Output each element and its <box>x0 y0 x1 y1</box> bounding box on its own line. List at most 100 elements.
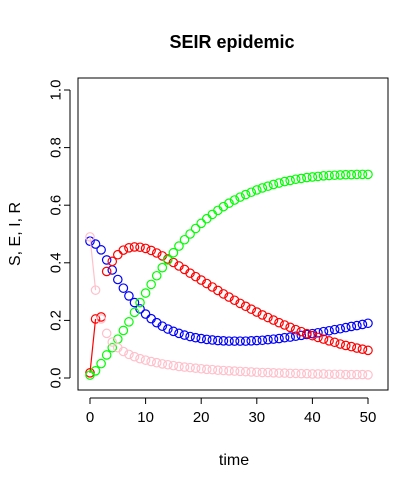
data-point <box>168 360 179 371</box>
data-point <box>335 170 345 180</box>
data-point <box>207 364 218 375</box>
data-point <box>290 368 301 379</box>
data-point <box>285 368 295 379</box>
data-point <box>240 336 251 346</box>
y-axis: 0.0 0.2 0.4 0.6 0.8 1.0 <box>48 80 71 388</box>
data-point <box>168 247 179 258</box>
data-point <box>190 223 201 234</box>
data-point <box>151 248 162 258</box>
data-point <box>124 317 134 327</box>
data-point <box>263 312 273 323</box>
data-point <box>140 355 151 365</box>
data-point <box>235 366 245 377</box>
data-point <box>146 245 156 256</box>
data-point <box>235 298 245 309</box>
data-point <box>207 335 218 345</box>
data-point <box>352 320 362 331</box>
data-point <box>135 242 145 253</box>
data-point <box>335 323 345 334</box>
series-blue <box>85 236 373 346</box>
data-point <box>257 335 268 346</box>
data-point <box>257 183 268 193</box>
data-point <box>107 337 118 347</box>
data-point <box>363 169 373 180</box>
data-point <box>346 341 357 352</box>
data-point <box>324 325 334 336</box>
data-point <box>352 369 362 380</box>
data-point <box>329 324 340 335</box>
data-point <box>101 328 112 339</box>
x-tick-label: 30 <box>248 409 265 426</box>
data-point <box>179 234 190 245</box>
data-point <box>274 178 284 188</box>
data-point <box>257 367 268 378</box>
data-point <box>113 274 123 285</box>
data-point <box>201 364 212 375</box>
data-point <box>307 172 318 182</box>
data-point <box>163 324 173 334</box>
data-point <box>101 266 112 277</box>
data-point <box>279 368 290 378</box>
data-point <box>101 255 112 265</box>
data-point <box>185 229 195 239</box>
data-point <box>285 175 295 186</box>
data-point <box>296 330 307 341</box>
data-point <box>168 326 179 337</box>
data-point <box>207 209 218 220</box>
data-point <box>346 321 357 332</box>
data-point <box>318 171 329 181</box>
data-point <box>129 307 140 318</box>
data-point <box>201 213 212 224</box>
data-point <box>324 336 334 346</box>
data-point <box>329 369 340 380</box>
data-point <box>218 289 229 299</box>
data-point <box>229 366 240 376</box>
data-point <box>318 369 329 379</box>
data-point <box>124 291 134 301</box>
data-point <box>296 368 307 379</box>
data-point <box>313 327 323 338</box>
data-point <box>318 334 329 344</box>
data-point <box>140 309 151 319</box>
data-point <box>179 330 190 340</box>
data-point <box>363 370 373 380</box>
x-tick-label: 20 <box>193 409 210 426</box>
y-axis-label: S, E, I, R <box>7 202 24 266</box>
data-point <box>340 369 351 380</box>
data-point <box>224 336 234 346</box>
data-point <box>246 367 257 377</box>
x-axis: 0 10 20 30 40 50 <box>86 397 376 426</box>
data-point <box>146 313 156 324</box>
data-point <box>201 334 212 345</box>
data-point <box>196 363 206 374</box>
x-tick-label: 40 <box>304 409 321 426</box>
data-point <box>96 358 106 369</box>
data-point <box>246 304 257 314</box>
y-tick-label: 0.4 <box>48 252 65 273</box>
data-point <box>313 332 323 343</box>
data-point <box>224 292 234 302</box>
data-point <box>113 249 123 260</box>
data-point <box>224 198 234 208</box>
data-point <box>129 351 140 362</box>
data-point <box>285 332 295 342</box>
data-point <box>213 365 223 376</box>
data-point <box>96 245 106 255</box>
data-point <box>324 170 334 181</box>
data-point <box>135 297 145 308</box>
data-point <box>335 369 345 380</box>
data-point <box>329 170 340 181</box>
data-point <box>290 324 301 335</box>
data-point <box>263 334 273 345</box>
data-point <box>274 333 284 344</box>
data-point <box>101 350 112 360</box>
data-point <box>340 322 351 333</box>
data-point <box>174 241 184 251</box>
data-point <box>146 356 156 367</box>
series-segment <box>89 236 97 291</box>
data-point <box>229 295 240 306</box>
data-point <box>329 337 340 348</box>
data-point <box>296 173 307 184</box>
data-point <box>174 361 184 372</box>
data-point <box>146 279 156 290</box>
